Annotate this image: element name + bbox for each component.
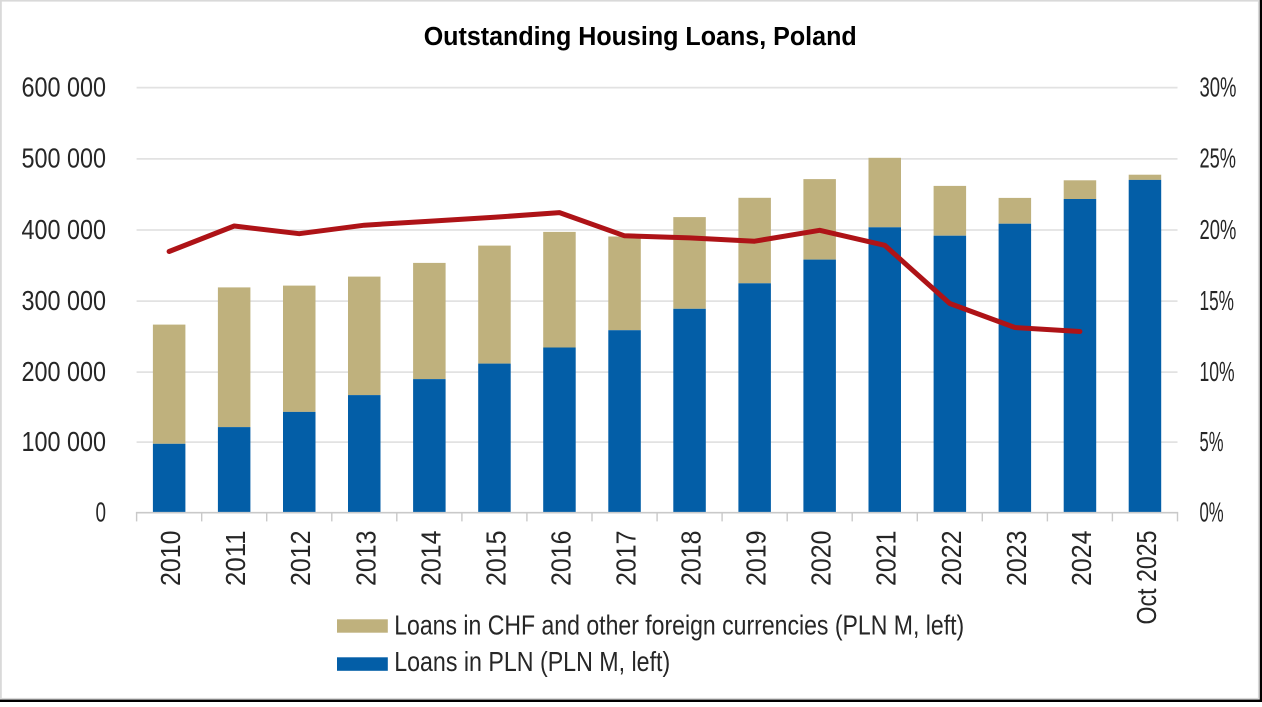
svg-text:2012: 2012: [285, 531, 316, 587]
svg-text:Outstanding Housing Loans, Pol: Outstanding Housing Loans, Poland: [424, 23, 857, 51]
svg-text:400 000: 400 000: [22, 214, 107, 245]
svg-text:Loans in CHF and other foreign: Loans in CHF and other foreign currencie…: [394, 609, 964, 640]
svg-text:15%: 15%: [1200, 285, 1235, 316]
svg-text:Oct 2025: Oct 2025: [1131, 531, 1162, 625]
svg-text:25%: 25%: [1200, 143, 1237, 174]
svg-text:300 000: 300 000: [22, 285, 107, 316]
svg-text:2014: 2014: [415, 531, 446, 587]
svg-text:2017: 2017: [611, 531, 642, 587]
svg-text:200 000: 200 000: [22, 356, 107, 387]
svg-text:2021: 2021: [871, 531, 902, 587]
svg-text:0: 0: [96, 497, 107, 528]
svg-text:2019: 2019: [741, 531, 772, 587]
svg-text:10%: 10%: [1200, 356, 1235, 387]
svg-text:2010: 2010: [155, 531, 186, 587]
svg-text:2024: 2024: [1066, 531, 1097, 587]
svg-text:2015: 2015: [480, 531, 511, 587]
svg-text:Loans in PLN (PLN M, left): Loans in PLN (PLN M, left): [394, 646, 670, 677]
svg-text:5%: 5%: [1200, 426, 1224, 457]
svg-text:100 000: 100 000: [22, 426, 107, 457]
svg-text:2016: 2016: [546, 531, 577, 587]
svg-text:2023: 2023: [1001, 531, 1032, 587]
svg-text:500 000: 500 000: [22, 143, 107, 174]
svg-text:2013: 2013: [350, 531, 381, 587]
svg-text:2011: 2011: [220, 531, 251, 587]
svg-text:600 000: 600 000: [22, 71, 107, 102]
svg-text:30%: 30%: [1200, 71, 1237, 102]
svg-text:20%: 20%: [1200, 214, 1237, 245]
svg-text:2018: 2018: [676, 531, 707, 587]
svg-text:2020: 2020: [806, 531, 837, 587]
svg-text:2022: 2022: [936, 531, 967, 587]
svg-text:0%: 0%: [1200, 497, 1224, 528]
